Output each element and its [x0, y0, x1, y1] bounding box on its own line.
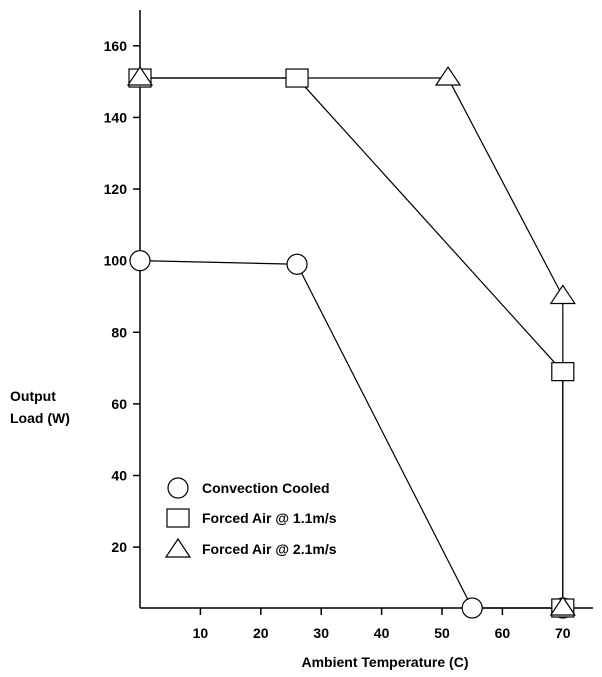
- legend-marker-forced-air-1-1: [166, 508, 190, 528]
- x-tick-label: 20: [253, 625, 269, 641]
- x-tick-label: 70: [555, 625, 571, 641]
- x-tick-label: 10: [193, 625, 209, 641]
- legend-marker-convection-cooled: [167, 477, 189, 499]
- y-axis-title-line-2: Load (W): [10, 410, 70, 426]
- x-tick-label: 30: [313, 625, 329, 641]
- data-point-circle: [129, 250, 151, 272]
- series-lines: [139, 77, 564, 609]
- y-tick-label: 60: [111, 396, 127, 412]
- legend-marker-forced-air-2-1: [164, 537, 192, 558]
- data-point-square: [285, 68, 309, 88]
- series-line-0: [139, 260, 563, 609]
- data-point-triangle: [126, 65, 154, 86]
- series-markers: [126, 65, 576, 619]
- x-tick-label: 60: [495, 625, 511, 641]
- y-tick-label: 120: [104, 181, 128, 197]
- y-tick-label: 80: [111, 324, 127, 340]
- legend-label-forced-air-1-1: Forced Air @ 1.1m/s: [202, 510, 337, 526]
- data-point-triangle: [549, 595, 576, 616]
- data-point-circle: [286, 253, 308, 275]
- x-axis-title: Ambient Temperature (C): [302, 654, 469, 670]
- x-tick-label: 40: [374, 625, 390, 641]
- y-tick-label: 20: [111, 539, 127, 555]
- y-axis-title-line-1: Output: [10, 388, 56, 404]
- series-line-2: [140, 77, 564, 608]
- y-tick-label: 100: [104, 253, 128, 269]
- y-tick-label: 40: [111, 468, 127, 484]
- data-point-square: [551, 362, 575, 382]
- data-point-triangle: [434, 65, 462, 86]
- legend: Convection Cooled Forced Air @ 1.1m/s Fo…: [164, 477, 337, 558]
- data-point-circle: [461, 597, 483, 619]
- legend-label-forced-air-2-1: Forced Air @ 2.1m/s: [202, 541, 337, 557]
- tick-labels: 20 40 60 80 100 120 140 160 10 20 30 40 50 60 70: [104, 38, 571, 641]
- data-point-triangle: [549, 284, 576, 305]
- x-tick-label: 50: [434, 625, 450, 641]
- y-tick-label: 160: [104, 38, 128, 54]
- legend-label-convection-cooled: Convection Cooled: [202, 480, 330, 496]
- series-line-1: [140, 77, 564, 608]
- y-tick-label: 140: [104, 109, 128, 125]
